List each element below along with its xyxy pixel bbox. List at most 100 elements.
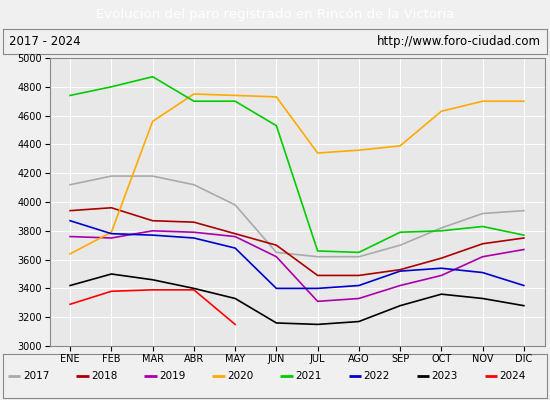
2021: [479, 224, 486, 229]
2021: [315, 248, 321, 253]
2017: [232, 202, 239, 207]
2018: [232, 231, 239, 236]
2023: [232, 296, 239, 301]
Line: 2022: 2022: [70, 221, 524, 288]
Text: http://www.foro-ciudad.com: http://www.foro-ciudad.com: [377, 35, 541, 48]
2021: [438, 228, 444, 233]
2021: [355, 250, 362, 255]
2020: [150, 119, 156, 124]
2018: [108, 205, 115, 210]
2018: [438, 256, 444, 260]
2019: [150, 228, 156, 233]
2023: [273, 320, 279, 325]
2017: [190, 182, 197, 187]
2023: [520, 303, 527, 308]
2017: [108, 174, 115, 178]
2022: [438, 266, 444, 271]
2022: [397, 269, 404, 274]
2019: [190, 230, 197, 235]
2019: [108, 236, 115, 240]
2018: [150, 218, 156, 223]
2022: [520, 283, 527, 288]
2017: [520, 208, 527, 213]
2022: [67, 218, 74, 223]
Text: 2019: 2019: [160, 371, 186, 381]
2023: [190, 286, 197, 291]
2020: [67, 252, 74, 256]
Line: 2019: 2019: [70, 231, 524, 301]
2018: [520, 236, 527, 240]
2017: [315, 254, 321, 259]
2017: [355, 254, 362, 259]
2018: [479, 241, 486, 246]
2019: [479, 254, 486, 259]
2021: [397, 230, 404, 235]
2017: [438, 226, 444, 230]
2019: [438, 273, 444, 278]
2023: [355, 319, 362, 324]
2021: [273, 123, 279, 128]
2019: [273, 254, 279, 259]
2022: [150, 233, 156, 238]
2017: [67, 182, 74, 187]
2022: [232, 246, 239, 250]
2022: [108, 231, 115, 236]
Line: 2018: 2018: [70, 208, 524, 276]
2018: [315, 273, 321, 278]
2020: [397, 144, 404, 148]
2021: [67, 93, 74, 98]
Line: 2020: 2020: [70, 94, 524, 254]
2022: [479, 270, 486, 275]
2024: [150, 288, 156, 292]
2023: [108, 272, 115, 276]
2019: [520, 247, 527, 252]
2022: [355, 283, 362, 288]
2023: [315, 322, 321, 327]
Text: 2021: 2021: [295, 371, 322, 381]
2020: [438, 109, 444, 114]
2019: [397, 283, 404, 288]
2019: [67, 234, 74, 239]
2020: [520, 99, 527, 104]
2017: [273, 250, 279, 255]
2017: [150, 174, 156, 178]
2022: [273, 286, 279, 291]
2021: [150, 74, 156, 79]
Text: 2017 - 2024: 2017 - 2024: [9, 35, 81, 48]
2024: [67, 302, 74, 307]
2018: [67, 208, 74, 213]
2018: [397, 267, 404, 272]
2023: [438, 292, 444, 296]
2023: [479, 296, 486, 301]
Text: 2017: 2017: [23, 371, 50, 381]
Line: 2024: 2024: [70, 290, 235, 324]
Text: 2023: 2023: [432, 371, 458, 381]
2019: [232, 234, 239, 239]
2020: [190, 92, 197, 96]
2022: [315, 286, 321, 291]
2021: [190, 99, 197, 104]
Text: 2022: 2022: [364, 371, 390, 381]
2023: [67, 283, 74, 288]
2021: [108, 84, 115, 89]
2022: [190, 236, 197, 240]
2021: [232, 99, 239, 104]
Line: 2023: 2023: [70, 274, 524, 324]
2020: [355, 148, 362, 152]
2024: [190, 288, 197, 292]
2019: [315, 299, 321, 304]
2018: [273, 243, 279, 248]
Text: 2020: 2020: [227, 371, 254, 381]
2023: [397, 303, 404, 308]
2024: [108, 289, 115, 294]
2017: [397, 243, 404, 248]
Text: 2018: 2018: [91, 371, 118, 381]
2023: [150, 277, 156, 282]
2020: [479, 99, 486, 104]
2020: [232, 93, 239, 98]
Line: 2021: 2021: [70, 77, 524, 252]
Line: 2017: 2017: [70, 176, 524, 257]
2017: [479, 211, 486, 216]
Text: Evolucion del paro registrado en Rincón de la Victoria: Evolucion del paro registrado en Rincón …: [96, 8, 454, 21]
2020: [315, 151, 321, 156]
